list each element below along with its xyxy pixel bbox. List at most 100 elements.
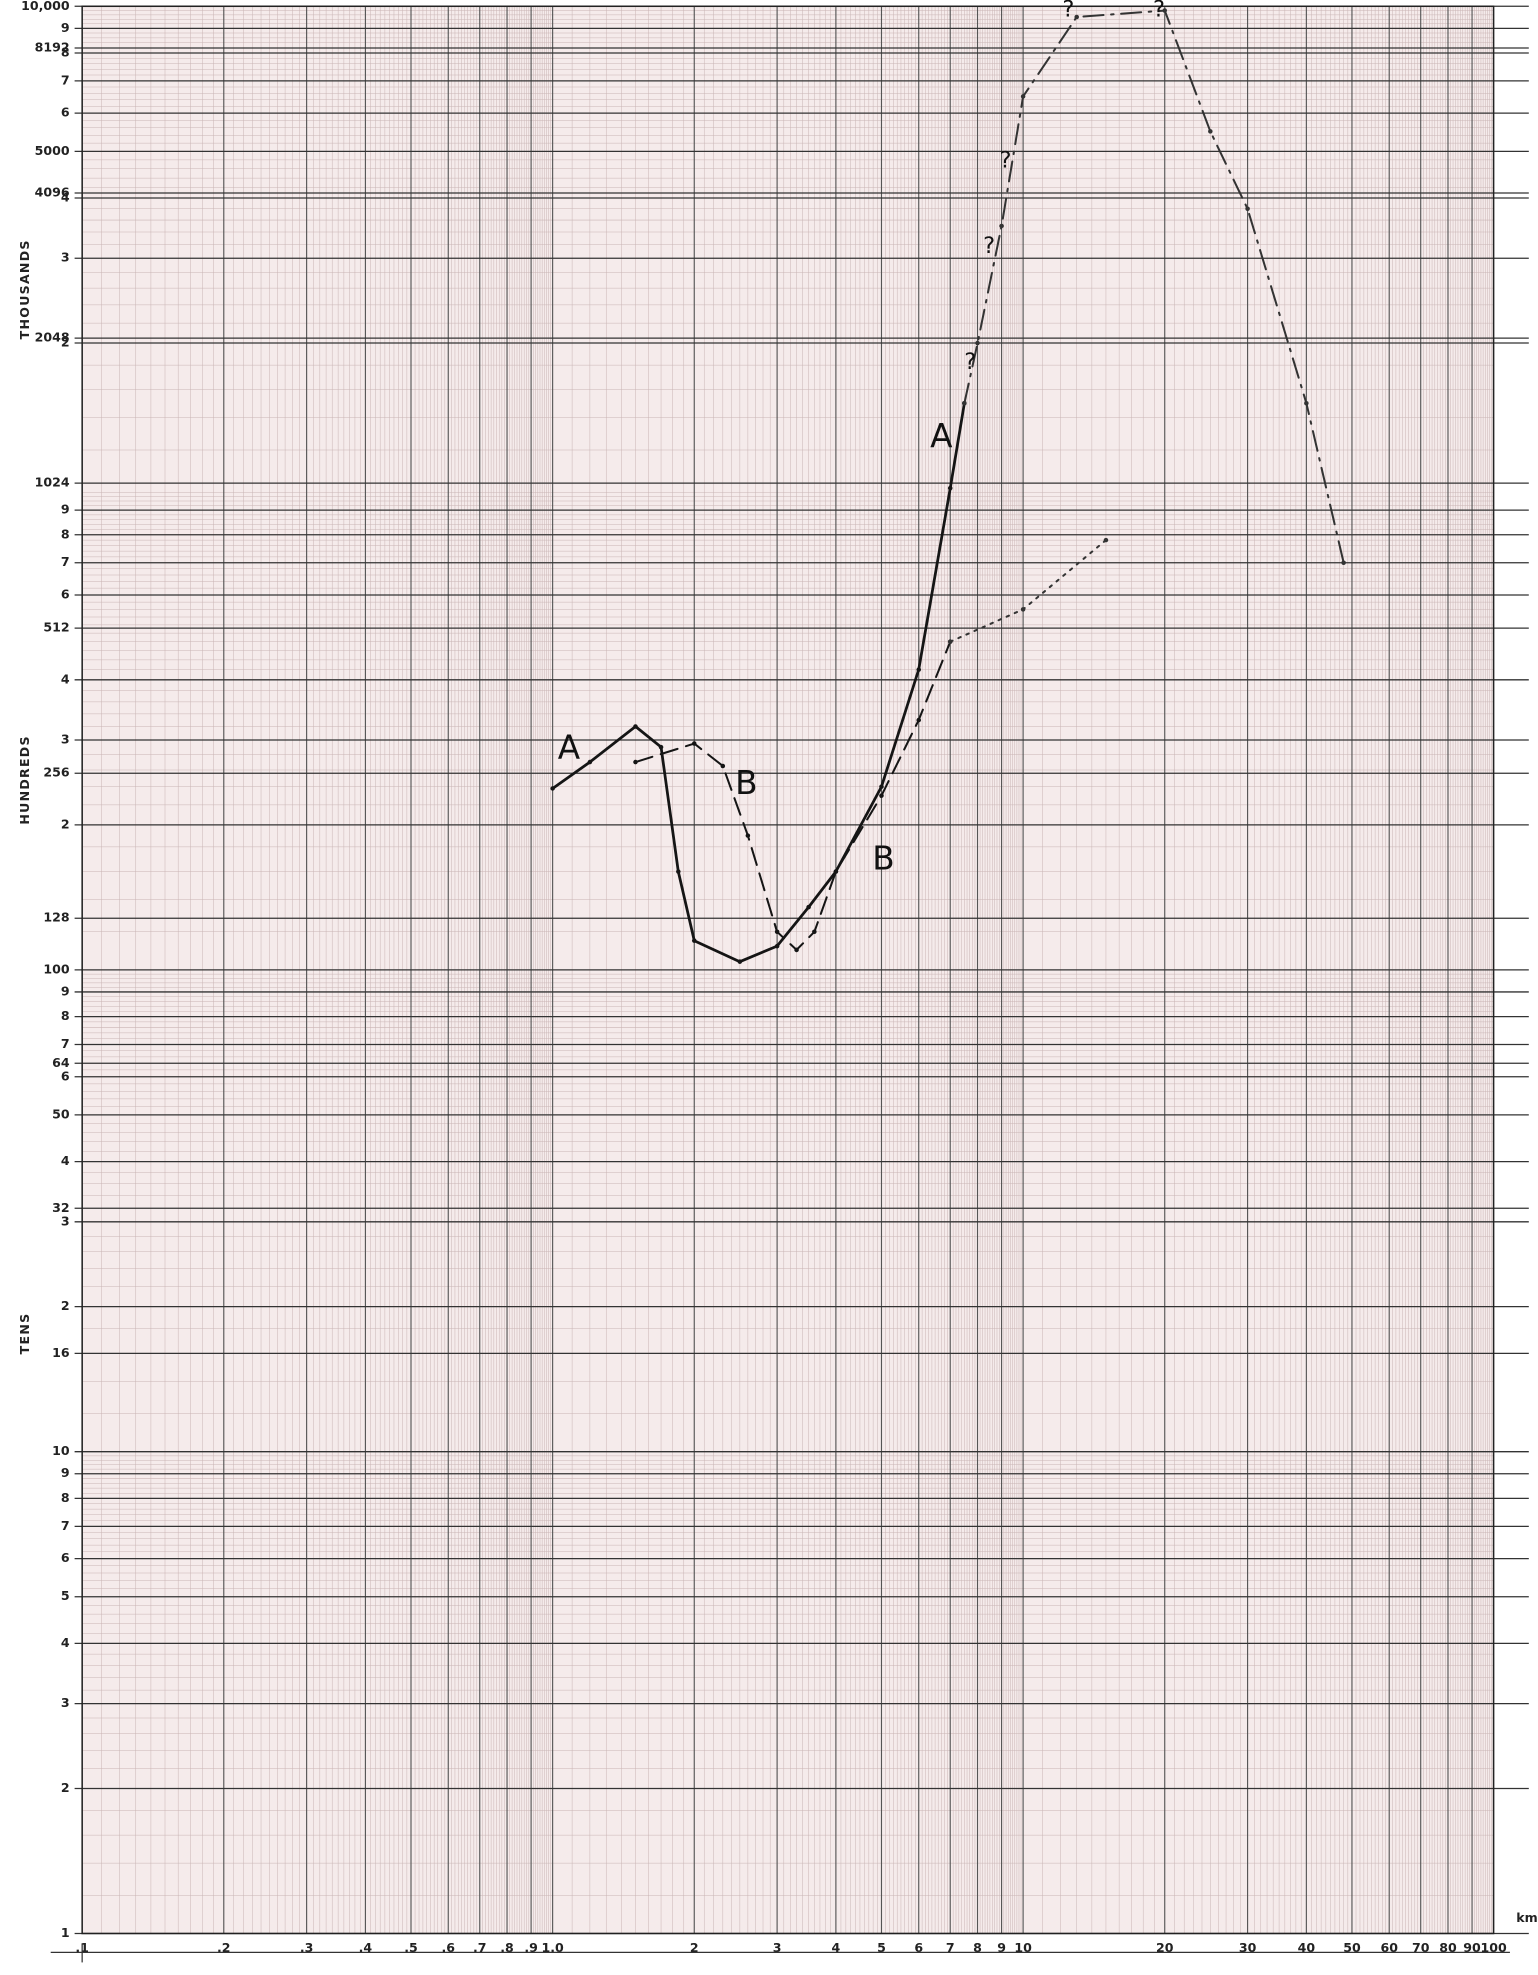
y-tick-label: 4096 <box>35 185 70 200</box>
y-tick-label: 6 <box>61 105 70 120</box>
x-tick-label: 9 <box>997 1940 1006 1955</box>
y-tick-label: 6 <box>61 586 70 601</box>
y-tick-label: 10 <box>52 1443 70 1458</box>
curve-label: B <box>872 839 894 877</box>
y-tick-label: 3 <box>61 1695 70 1710</box>
point <box>720 763 726 769</box>
y-tick-label: 7 <box>61 1518 70 1533</box>
x-tick-label: 20 <box>1156 1940 1174 1955</box>
y-tick-label: 6 <box>61 1550 70 1565</box>
point <box>947 485 953 491</box>
x-tick-label: .8 <box>500 1940 514 1955</box>
point <box>1304 400 1309 406</box>
point <box>550 786 555 791</box>
y-tick-label: 5 <box>61 1588 70 1603</box>
point <box>676 869 681 874</box>
y-tick-label: 64 <box>52 1055 70 1070</box>
point <box>633 724 638 729</box>
point <box>962 400 967 406</box>
annotation: ? <box>999 148 1011 174</box>
y-tick-label: 9 <box>61 1465 70 1480</box>
section-label: HUNDREDS <box>17 735 32 824</box>
y-tick-label: 4 <box>61 1635 70 1650</box>
x-tick-label: 2 <box>690 1940 699 1955</box>
x-tick-label: 3 <box>773 1940 782 1955</box>
section-label: THOUSANDS <box>17 239 32 339</box>
y-tick-label: 8 <box>61 1008 70 1023</box>
point <box>745 833 751 838</box>
point <box>916 667 921 672</box>
y-tick-label: 8 <box>61 526 70 541</box>
x-tick-label: 40 <box>1298 1940 1316 1955</box>
grid-layer <box>74 5 1529 1935</box>
point <box>999 223 1004 229</box>
annotation: ? <box>1153 0 1165 23</box>
curve-label: B <box>735 764 757 802</box>
x-tick-label: .3 <box>300 1940 314 1955</box>
point <box>774 929 780 935</box>
y-tick-label: 1024 <box>35 475 70 490</box>
x-tick-label: 70 <box>1412 1940 1430 1955</box>
y-tick-label: 100 <box>43 961 69 976</box>
section-label: TENS <box>17 1313 32 1355</box>
point <box>947 639 953 644</box>
annotation: ? <box>983 233 995 259</box>
point <box>1074 14 1079 20</box>
x-axis-label: km <box>1516 1910 1537 1925</box>
point <box>1162 8 1168 13</box>
y-tick-label: 256 <box>43 765 69 780</box>
y-tick-label: 8 <box>61 1490 70 1505</box>
x-tick-label: .6 <box>441 1940 455 1955</box>
x-tick-label: 60 <box>1380 1940 1398 1955</box>
curve <box>551 401 966 964</box>
y-tick-label: 512 <box>43 620 69 635</box>
annotation: ? <box>964 349 976 375</box>
y-tick-label: 3 <box>61 732 70 747</box>
y-tick-label: 50 <box>52 1106 70 1121</box>
y-tick-label: 8 <box>61 44 70 59</box>
y-tick-label: 7 <box>61 554 70 569</box>
y-tick-label: 2 <box>61 1298 70 1313</box>
y-tick-label: 2 <box>61 1780 70 1795</box>
point <box>1208 129 1213 134</box>
x-tick-label: 30 <box>1239 1940 1257 1955</box>
point <box>774 943 780 949</box>
x-tick-label: 6 <box>914 1940 923 1955</box>
x-tick-label: 5 <box>877 1940 886 1955</box>
y-tick-label: 8192 <box>35 40 70 55</box>
point <box>691 938 697 943</box>
point <box>658 744 664 750</box>
curve-label: A <box>930 417 953 455</box>
y-tick-label: 3 <box>61 1213 70 1228</box>
curve <box>963 9 1345 564</box>
point <box>833 869 839 874</box>
point <box>691 741 697 746</box>
point <box>1341 560 1346 565</box>
point <box>1020 94 1026 99</box>
y-tick-label: 9 <box>61 502 70 517</box>
x-tick-label: .5 <box>404 1940 418 1955</box>
curve-label: A <box>558 729 581 767</box>
point <box>587 759 593 765</box>
y-tick-label: 5000 <box>35 143 70 158</box>
plot-layer: .1.2.3.4.5.6.7.8.9 1.0 2 3 4 5 6 7 8 9 10 20 30 40 50 6… <box>21 0 1507 1955</box>
point <box>975 340 980 346</box>
y-tick-label: 1 <box>61 1925 70 1940</box>
y-tick-label: 10,000 <box>21 0 70 13</box>
point <box>916 717 921 723</box>
point <box>879 793 884 798</box>
y-tick-label: 128 <box>43 910 69 925</box>
x-tick-label: .7 <box>473 1940 487 1955</box>
y-tick-label: 6 <box>61 1068 70 1083</box>
annotation: ? <box>1062 0 1074 23</box>
point <box>1103 537 1109 543</box>
x-tick-label: 7 <box>946 1940 955 1955</box>
y-tick-label: 2 <box>61 816 70 831</box>
y-tick-label: 9 <box>61 20 70 35</box>
y-tick-label: 9 <box>61 983 70 998</box>
y-tick-label: 16 <box>52 1345 70 1360</box>
y-tick-label: 7 <box>61 72 70 87</box>
y-tick-label: 3 <box>61 250 70 265</box>
